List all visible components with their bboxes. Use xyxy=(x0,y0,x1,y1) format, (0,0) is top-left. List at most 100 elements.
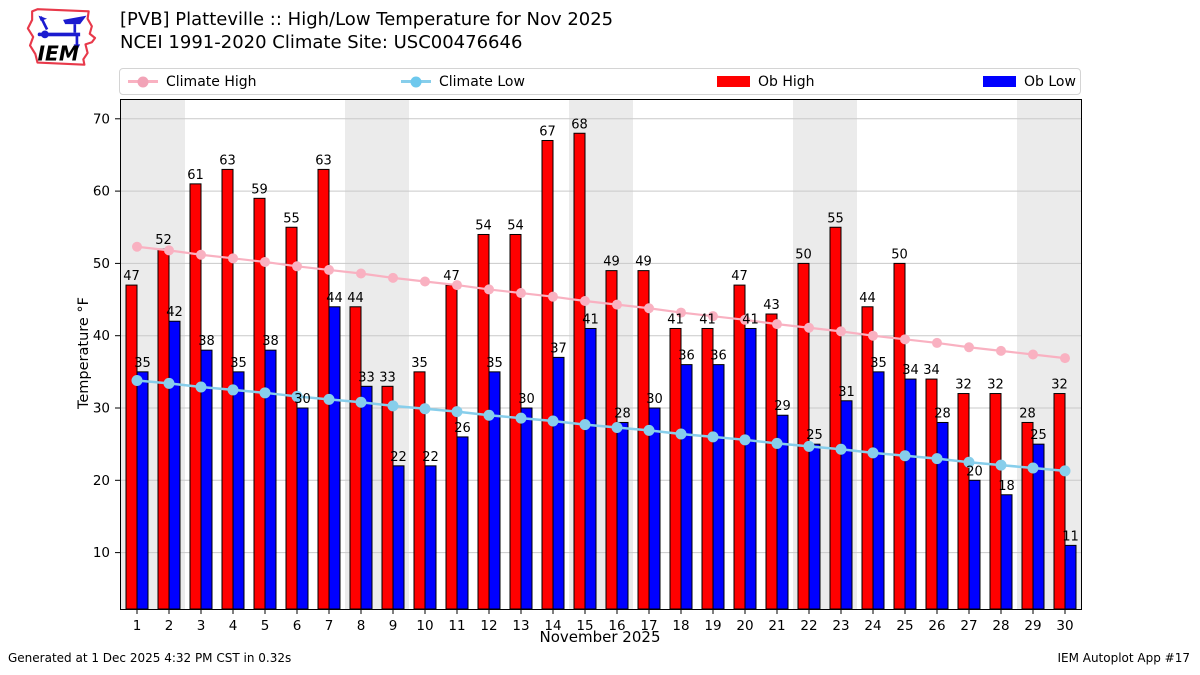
ob-high-value-label: 35 xyxy=(411,356,428,371)
ob-low-value-label: 38 xyxy=(198,334,215,349)
ob-low-bar xyxy=(168,320,181,610)
chart-title: [PVB] Platteville :: High/Low Temperatur… xyxy=(120,9,614,30)
climate-high-marker xyxy=(1028,349,1038,360)
ob-high-bar xyxy=(541,139,554,610)
ob-low-bar xyxy=(1064,544,1077,610)
x-tick-label: 26 xyxy=(928,618,945,634)
ob-high-value-label: 34 xyxy=(923,363,940,378)
x-tick-label: 1 xyxy=(133,618,142,634)
ob-low-value-label: 33 xyxy=(358,370,375,385)
x-tick-label: 7 xyxy=(325,618,334,634)
generated-timestamp: Generated at 1 Dec 2025 4:32 PM CST in 0… xyxy=(8,651,292,665)
ob-low-value-label: 42 xyxy=(166,305,183,320)
climate-high-marker xyxy=(836,326,846,337)
ob-low-bar xyxy=(200,349,213,610)
climate-high-marker xyxy=(324,264,334,275)
ob-high-value-label: 41 xyxy=(667,312,684,327)
ob-low-bar xyxy=(744,327,757,610)
x-tick-label: 11 xyxy=(448,618,465,634)
ob-high-value-label: 68 xyxy=(571,117,588,132)
ob-low-bar xyxy=(424,465,437,610)
y-tick-label: 70 xyxy=(93,111,110,127)
y-axis-title: Temperature °F xyxy=(76,296,92,410)
ob-low-value-label: 36 xyxy=(710,349,727,364)
ob-low-bar xyxy=(936,421,949,610)
x-tick-label: 10 xyxy=(416,618,433,634)
ob-low-bar xyxy=(648,407,661,610)
ob-low-bar xyxy=(808,443,821,610)
climate-low-marker xyxy=(675,428,687,440)
climate-low-marker xyxy=(227,384,239,396)
ob-high-value-label: 41 xyxy=(699,312,716,327)
x-tick-label: 14 xyxy=(544,618,561,634)
y-tick-label: 30 xyxy=(93,401,110,417)
climate-high-marker xyxy=(1060,353,1070,364)
legend-entry-climate-low: Climate Low xyxy=(401,69,525,94)
x-tick-label: 25 xyxy=(896,618,913,634)
ob-high-value-label: 47 xyxy=(123,269,140,284)
legend-entry-climate-high: Climate High xyxy=(128,69,257,94)
ob-low-bar xyxy=(296,407,309,610)
climate-high-marker xyxy=(548,291,558,302)
ob-low-bar xyxy=(1032,443,1045,610)
ob-high-bar xyxy=(637,270,650,610)
climate-low-marker xyxy=(547,415,559,427)
ob-low-value-label: 35 xyxy=(486,356,503,371)
x-tick-label: 20 xyxy=(736,618,753,634)
ob-low-bar xyxy=(680,364,693,610)
climate-low-marker xyxy=(451,406,463,418)
y-tick-label: 50 xyxy=(93,256,110,272)
chart-subtitle: NCEI 1991-2020 Climate Site: USC00476646 xyxy=(120,32,523,53)
ob-high-value-label: 54 xyxy=(507,218,524,233)
x-tick-label: 30 xyxy=(1056,618,1073,634)
ob-high-bar xyxy=(157,248,170,610)
climate-low-marker xyxy=(771,437,783,449)
ob-low-value-label: 28 xyxy=(934,406,951,421)
ob-high-bar xyxy=(285,226,298,610)
climate-high-marker xyxy=(228,253,238,264)
climate-low-marker xyxy=(931,453,943,465)
ob-high-bar xyxy=(349,306,362,610)
ob-low-bar xyxy=(328,306,341,610)
ob-low-value-label: 41 xyxy=(742,312,759,327)
climate-high-marker xyxy=(900,334,910,345)
climate-low-marker xyxy=(323,393,335,405)
x-tick-label: 19 xyxy=(704,618,721,634)
y-tick-label: 60 xyxy=(93,184,110,200)
ob-low-bar xyxy=(968,479,981,610)
climate-low-marker xyxy=(707,431,719,443)
climate-high-marker xyxy=(740,314,750,325)
ob-high-bar xyxy=(669,327,682,610)
climate-high-marker xyxy=(580,295,590,306)
y-tick-label: 10 xyxy=(93,545,110,561)
ob-low-bar xyxy=(520,407,533,610)
ob-low-value-label: 11 xyxy=(1062,529,1079,544)
x-tick-label: 18 xyxy=(672,618,689,634)
ob-high-bar xyxy=(957,393,970,610)
x-tick-label: 15 xyxy=(576,618,593,634)
climate-high-marker xyxy=(164,245,174,256)
ob-low-bar xyxy=(776,414,789,610)
climate-low-line-icon xyxy=(401,80,431,83)
climate-high-marker xyxy=(420,276,430,287)
ob-low-value-label: 25 xyxy=(806,428,823,443)
climate-low-marker xyxy=(963,456,975,468)
ob-high-bar xyxy=(317,168,330,610)
legend-label-climate-low: Climate Low xyxy=(439,73,525,90)
climate-high-line-icon xyxy=(128,80,158,83)
climate-high-marker xyxy=(932,337,942,348)
ob-low-value-label: 28 xyxy=(614,406,631,421)
x-tick-label: 27 xyxy=(960,618,977,634)
ob-low-value-label: 20 xyxy=(966,464,983,479)
weather-vane-icon xyxy=(37,15,87,51)
legend-label-ob-high: Ob High xyxy=(758,73,815,90)
ob-low-value-label: 26 xyxy=(454,421,471,436)
climate-high-marker xyxy=(388,272,398,283)
climate-low-marker xyxy=(1059,465,1071,477)
title-block: [PVB] Platteville :: High/Low Temperatur… xyxy=(120,8,613,54)
ob-high-value-label: 50 xyxy=(795,247,812,262)
iem-logo: IEM xyxy=(26,8,97,66)
ob-high-value-label: 32 xyxy=(1051,378,1068,393)
